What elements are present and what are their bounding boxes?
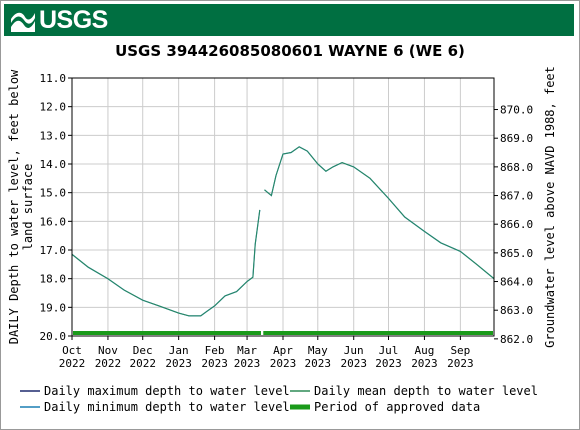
x-tick-month: Feb [205, 344, 225, 357]
y2-tick-label: 866.0 [500, 218, 533, 231]
y2-label-group: Groundwater level above NAVD 1988, feet [543, 66, 557, 348]
usgs-wave-icon [11, 12, 35, 32]
y2-tick-label: 868.0 [500, 161, 533, 174]
y-axis-label-line1: DAILY Depth to water level, feet below [7, 69, 21, 344]
y2-tick-label: 864.0 [500, 276, 533, 289]
x-tick-year: 2023 [447, 357, 474, 370]
x-tick-month: Apr [273, 344, 293, 357]
x-tick-year: 2023 [305, 357, 332, 370]
usgs-logo-text: USGS [39, 5, 108, 34]
x-tick-month: Mar [237, 344, 257, 357]
y-label-group: DAILY Depth to water level, feet below la… [7, 69, 35, 344]
usgs-header-bar: USGS [4, 4, 574, 36]
y-tick-label: 20.0 [40, 330, 67, 343]
series-mean-line [72, 209, 261, 317]
chart-title: USGS 394426085080601 WAYNE 6 (WE 6) [115, 42, 465, 60]
x-tick-month: Jun [344, 344, 364, 357]
y2-tick-label: 863.0 [500, 304, 533, 317]
legend-label-mean: Daily mean depth to water level [314, 384, 538, 398]
x-tick-month: Jul [379, 344, 399, 357]
usgs-logo[interactable]: USGS [10, 5, 108, 34]
y-axis-label-right-text: Groundwater level above NAVD 1988, feet [543, 66, 557, 348]
x-tick-year: 2023 [234, 357, 261, 370]
y-tick-label: 19.0 [40, 301, 67, 314]
x-tick-month: May [308, 344, 328, 357]
approved-data-bar [73, 331, 493, 335]
x-tick-year: 2022 [95, 357, 122, 370]
x-tick-year: 2023 [375, 357, 402, 370]
y2-tick-label: 869.0 [500, 132, 533, 145]
x-tick-year: 2022 [59, 357, 86, 370]
x-tick-month: Dec [133, 344, 153, 357]
approved-period-bar [263, 331, 493, 335]
legend: Daily maximum depth to water level Daily … [20, 384, 538, 414]
x-tick-month: Oct [62, 344, 82, 357]
y-tick-label: 18.0 [40, 273, 67, 286]
x-tick-year: 2023 [270, 357, 297, 370]
x-tick-month: Jan [169, 344, 189, 357]
y2-tick-label: 870.0 [500, 104, 533, 117]
x-tick-year: 2023 [165, 357, 192, 370]
y2-tick-label: 862.0 [500, 333, 533, 346]
legend-label-max: Daily maximum depth to water level [44, 384, 290, 398]
x-tick-year: 2023 [340, 357, 367, 370]
series-min-line [72, 209, 261, 317]
x-tick-month: Nov [98, 344, 118, 357]
series-min-line [264, 146, 494, 280]
y2-tick-label: 867.0 [500, 190, 533, 203]
x-tick-year: 2023 [201, 357, 228, 370]
approved-period-bar [73, 331, 261, 335]
y-tick-label: 15.0 [40, 187, 67, 200]
x-tick-month: Sep [450, 344, 470, 357]
y-axis-left: 11.0 12.0 13.0 14.0 15.0 16.0 17.0 18.0 19.0 20.0 [40, 72, 72, 343]
y2-tick-label: 865.0 [500, 247, 533, 260]
y-tick-label: 17.0 [40, 244, 67, 257]
x-tick-year: 2022 [129, 357, 156, 370]
x-tick-month: Aug [415, 344, 435, 357]
y-axis-label-left: DAILY Depth to water level, feet below la… [7, 69, 35, 344]
legend-label-approved: Period of approved data [314, 400, 480, 414]
y-tick-label: 14.0 [40, 158, 67, 171]
y-axis-right: 870.0 869.0 868.0 867.0 866.0 865.0 864.0 863.0… [494, 104, 533, 346]
x-axis: Oct2022Nov2022Dec2022Jan2023Feb2023Mar20… [59, 336, 474, 370]
y-tick-label: 12.0 [40, 101, 67, 114]
y-tick-label: 13.0 [40, 129, 67, 142]
x-tick-year: 2023 [411, 357, 438, 370]
y-tick-label: 11.0 [40, 72, 67, 85]
legend-label-min: Daily minimum depth to water level [44, 400, 290, 414]
grid-lines [72, 78, 494, 336]
y-tick-label: 16.0 [40, 215, 67, 228]
y-axis-label-line2: land surface [21, 164, 35, 251]
water-level-series [72, 146, 494, 317]
series-mean-line [264, 146, 494, 280]
y-axis-label-right: Groundwater level above NAVD 1988, feet [543, 66, 557, 348]
